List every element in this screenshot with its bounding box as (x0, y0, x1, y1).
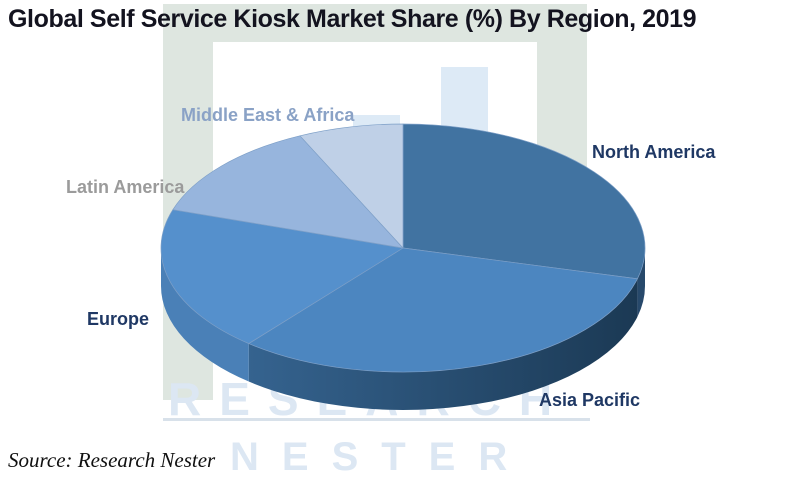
slice-label-europe: Europe (87, 309, 150, 329)
watermark-frame-top (163, 4, 587, 42)
pie-slice-side-europe (161, 248, 249, 382)
source-note: Source: Research Nester (8, 448, 216, 472)
slice-label-middle-east-africa: Middle East & Africa (181, 105, 355, 125)
pie-slice-asia-pacific (248, 247, 638, 373)
pie-slice-side-north-america (637, 248, 645, 317)
slice-label-asia-pacific: Asia Pacific (539, 390, 641, 410)
watermark-underline (163, 418, 590, 421)
pie-slice-side-asia-pacific (248, 278, 638, 411)
watermark-text-nester: NESTER (230, 435, 531, 479)
pie-slice-europe (160, 209, 404, 344)
pie-slice-north-america (402, 123, 646, 280)
slice-label-north-america: North America (592, 142, 716, 162)
pie-slice-latin-america (172, 135, 404, 249)
pie-slice-middle-east-africa (299, 123, 404, 249)
slice-label-latin-america: Latin America (66, 177, 185, 197)
chart-title: Global Self Service Kiosk Market Share (… (8, 5, 697, 33)
